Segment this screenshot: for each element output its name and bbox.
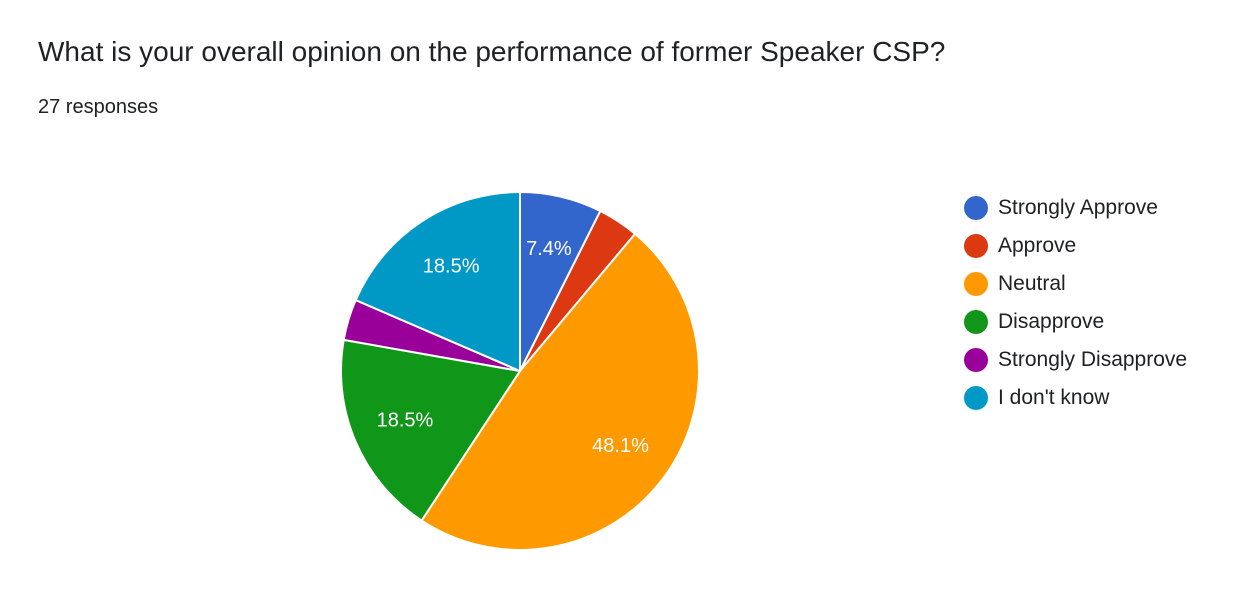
pie-label-disapprove: 18.5% xyxy=(377,410,434,432)
pie-label-strongly-approve: 7.4% xyxy=(526,238,572,260)
legend-swatch xyxy=(964,272,988,296)
pie-label-i-don-t-know: 18.5% xyxy=(423,255,480,277)
legend-swatch xyxy=(964,348,988,372)
chart-title: What is your overall opinion on the perf… xyxy=(38,36,946,67)
legend-item-approve[interactable]: Approve xyxy=(964,227,1187,265)
legend-label: Disapprove xyxy=(998,310,1105,333)
pie-slice-neutral[interactable] xyxy=(420,232,700,551)
legend-item-strongly-disapprove[interactable]: Strongly Disapprove xyxy=(964,341,1187,379)
legend: Strongly Approve Approve Neutral Disapprove… xyxy=(964,189,1187,417)
legend-item-i-don-t-know[interactable]: I don't know xyxy=(964,379,1187,417)
pie-labels: 7.4% 48.1% 18.5% 18.5% xyxy=(377,238,649,457)
response-count: 27 responses xyxy=(38,96,159,118)
pie-slices xyxy=(340,191,700,551)
legend-swatch xyxy=(964,234,988,258)
pie-slice-disapprove[interactable] xyxy=(340,338,521,522)
legend-swatch xyxy=(964,386,988,410)
legend-label: I don't know xyxy=(998,386,1110,409)
legend-label: Strongly Disapprove xyxy=(998,348,1188,371)
legend-item-strongly-approve[interactable]: Strongly Approve xyxy=(964,189,1187,227)
pie-label-neutral: 48.1% xyxy=(592,435,649,457)
legend-label: Neutral xyxy=(998,272,1066,295)
legend-label: Approve xyxy=(998,234,1077,257)
legend-swatch xyxy=(964,310,988,334)
legend-item-disapprove[interactable]: Disapprove xyxy=(964,303,1187,341)
legend-item-neutral[interactable]: Neutral xyxy=(964,265,1187,303)
legend-label: Strongly Approve xyxy=(998,196,1158,219)
legend-swatch xyxy=(964,196,988,220)
pie-slice-i-don-t-know[interactable] xyxy=(354,191,521,372)
